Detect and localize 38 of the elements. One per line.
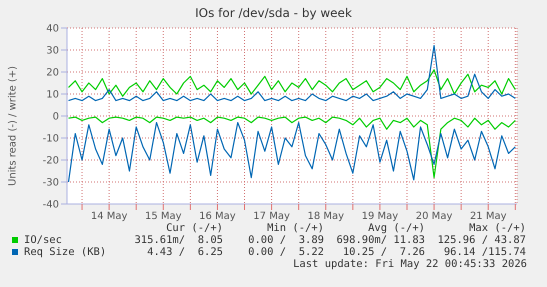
- x-tick-label: 19 May: [362, 211, 398, 222]
- line-series: [68, 69, 516, 97]
- y-axis-title: Units read (-) / write (+): [8, 66, 19, 186]
- text: 10.25 / 7.26: [342, 246, 425, 258]
- y-tick-label: 20: [46, 68, 59, 79]
- x-tick-label: 16 May: [199, 211, 236, 222]
- line-series: [68, 122, 516, 183]
- y-tick-label: -20: [42, 156, 59, 167]
- y-tick-label: -40: [42, 200, 59, 211]
- y-tick-label: 40: [46, 24, 59, 35]
- y-tick-label: -30: [42, 178, 59, 189]
- line-series: [68, 45, 516, 102]
- text: 125.96 / 43.87: [436, 234, 526, 246]
- text: 698.90m/ 11.83: [335, 234, 425, 246]
- y-tick-label: 0: [52, 112, 59, 123]
- x-tick-label: 18 May: [307, 211, 344, 222]
- x-tick-label: 15 May: [144, 211, 182, 222]
- x-tick-label: 17 May: [253, 211, 290, 222]
- legend-label: Req Size (KB): [24, 246, 108, 258]
- x-tick-label: 21 May: [470, 211, 507, 222]
- text: Max (-/+): [468, 222, 526, 234]
- text: Min (-/+): [266, 222, 324, 234]
- y-tick-label: 10: [46, 90, 59, 101]
- text: 96.14 /115.74: [442, 246, 526, 258]
- text: 315.61m/ 8.05: [133, 234, 223, 246]
- text: 4.43 / 6.25: [146, 246, 223, 258]
- text: Cur (-/+): [165, 222, 223, 234]
- x-tick-label: 14 May: [90, 211, 128, 222]
- line-series: [68, 116, 516, 178]
- y-tick-label: -10: [42, 134, 59, 145]
- text: 0.00 / 5.22: [247, 246, 324, 258]
- text: Avg (-/+): [367, 222, 425, 234]
- text: Last update: Fri May 22 00:45:33 2026: [292, 258, 527, 270]
- text: 0.00 / 3.89: [247, 234, 324, 246]
- y-tick-label: 30: [46, 46, 59, 57]
- chart-title: IOs for /dev/sda - by week: [194, 6, 353, 20]
- legend-label: IO/sec: [24, 234, 63, 246]
- x-tick-label: 20 May: [416, 211, 452, 222]
